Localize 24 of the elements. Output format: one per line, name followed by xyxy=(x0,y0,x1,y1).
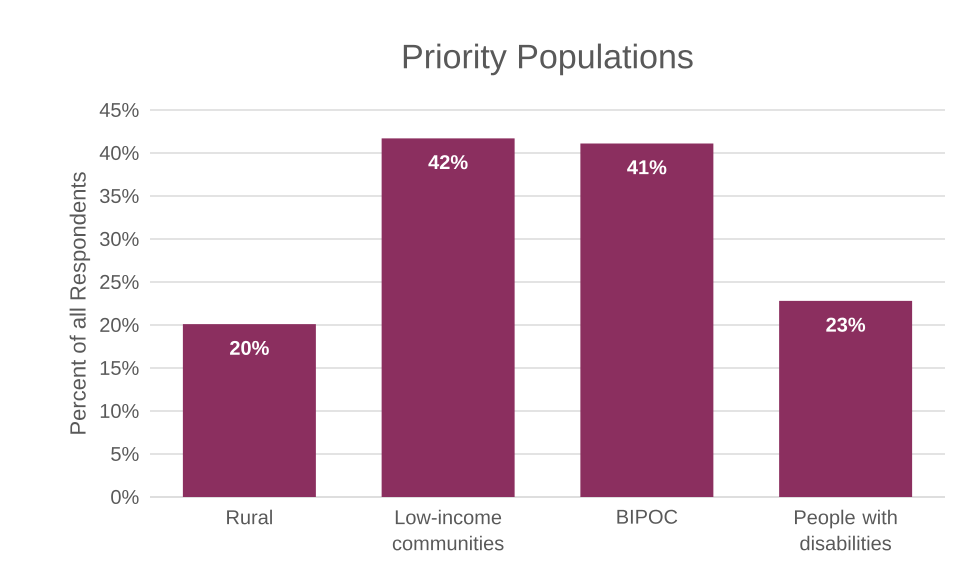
y-tick-label: 0% xyxy=(111,490,139,504)
bar xyxy=(779,300,912,497)
x-tick-label: Low-income communities xyxy=(392,510,504,550)
y-tick-label: 20% xyxy=(100,318,139,332)
y-tick-label: 45% xyxy=(100,102,139,118)
bar xyxy=(382,138,515,497)
x-tick-label: People with disabilities xyxy=(795,510,897,550)
y-tick-label: 5% xyxy=(111,446,139,462)
x-tick-label: Rural xyxy=(227,510,272,524)
y-axis-title: Percent of all Respondents xyxy=(70,172,90,434)
data-label: 20% xyxy=(230,340,269,355)
x-tick-label: BIPOC xyxy=(617,510,678,524)
y-tick-label: 25% xyxy=(100,274,139,290)
data-label: 23% xyxy=(826,318,866,332)
data-label: 41% xyxy=(627,160,666,174)
y-tick-label: 15% xyxy=(100,360,139,376)
y-tick-label: 35% xyxy=(100,188,139,204)
data-label: 42% xyxy=(428,155,468,170)
y-tick-label: 30% xyxy=(100,232,139,246)
y-tick-label: 40% xyxy=(100,146,139,160)
bar xyxy=(182,324,316,497)
bar xyxy=(580,144,714,497)
chart-title: Priority Populations xyxy=(404,44,693,76)
y-tick-label: 10% xyxy=(100,404,139,418)
